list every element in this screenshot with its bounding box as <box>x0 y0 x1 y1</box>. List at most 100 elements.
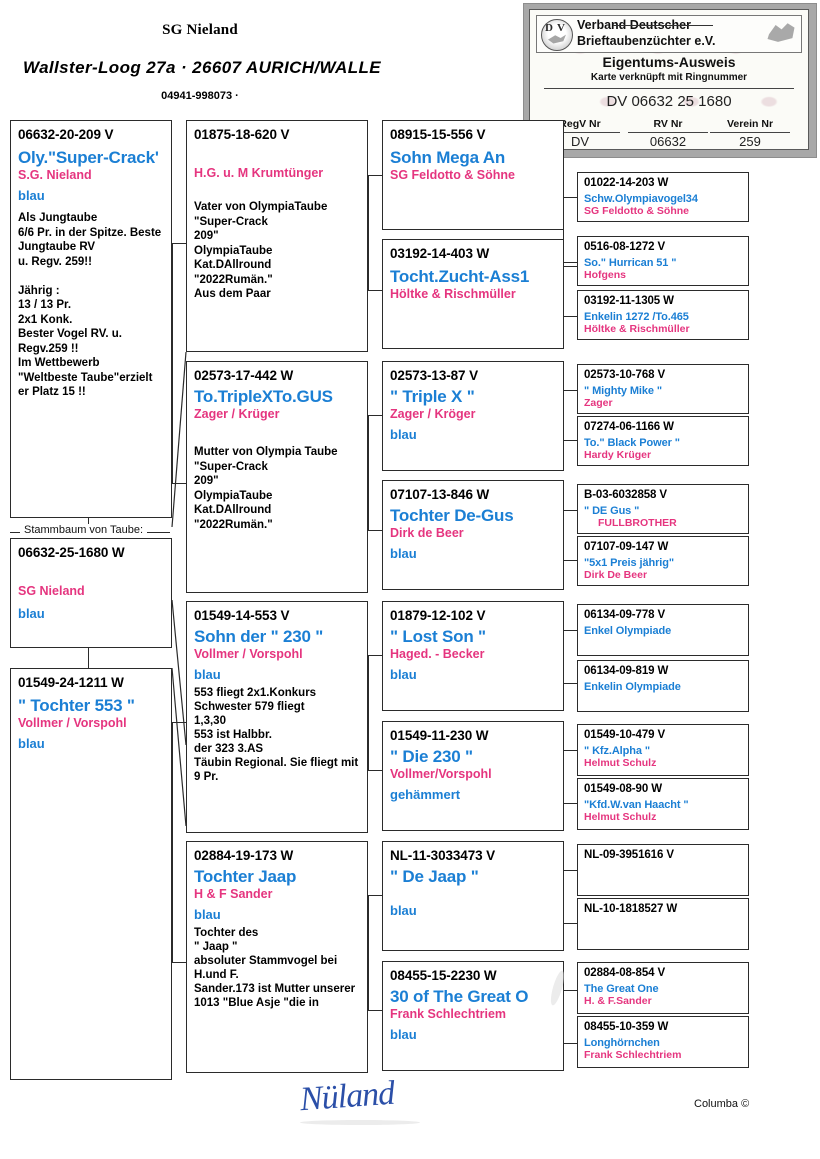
card-subtitle: Karte verknüpft mit Ringnummer <box>590 72 748 83</box>
owner-name: Haged. - Becker <box>390 647 485 661</box>
owner-name: Höltke & Rischmüller <box>390 287 516 301</box>
pigeon-box-gen3-1[interactable]: 08915-15-556 V Sohn Mega An SG Feldotto … <box>382 120 564 230</box>
owner-name: S.G. Nieland <box>18 168 92 182</box>
pigeon-box-gen3-4[interactable]: 07107-13-846 W Tochter De-Gus Dirk de Be… <box>382 480 564 590</box>
owner-name: Dirk de Beer <box>390 526 464 540</box>
pigeon-name: Tochter De-Gus <box>390 506 514 525</box>
colour-label: blau <box>390 546 417 561</box>
colour-label: blau <box>390 667 417 682</box>
pigeon-box-dam-root[interactable]: 01549-24-1211 W " Tochter 553 " Vollmer … <box>10 668 172 1080</box>
ring-number: 01549-11-230 W <box>390 728 489 743</box>
pigeon-box-gen4-3[interactable]: 0516-08-1272 V So." Hurrican 51 " Hofgen… <box>577 236 749 286</box>
owner-name: Vollmer/Vorspohl <box>390 767 492 781</box>
owner-name: Dirk De Beer <box>584 569 648 581</box>
pigeon-name: "5x1 Preis jährig" <box>584 557 674 569</box>
pigeon-notes: Mutter von Olympia Taube "Super-Crack 20… <box>194 446 338 531</box>
connector <box>563 440 577 442</box>
ring-number: 08915-15-556 V <box>390 127 486 142</box>
ring-number: 03192-11-1305 W <box>584 295 674 307</box>
connector <box>368 895 382 897</box>
ring-number: 07274-06-1166 W <box>584 421 674 433</box>
regv-value: DV <box>540 132 620 149</box>
ring-number: 02573-13-87 V <box>390 368 479 383</box>
connector <box>368 175 370 291</box>
connector <box>368 415 370 531</box>
connector <box>563 870 577 872</box>
pigeon-box-gen4-7[interactable]: B-03-6032858 V " DE Gus " FULLBROTHER <box>577 484 749 534</box>
connector <box>368 1010 382 1012</box>
connector <box>172 243 174 484</box>
connector <box>563 262 577 264</box>
pigeon-box-gen4-5[interactable]: 02573-10-768 V " Mighty Mike " Zager <box>577 364 749 414</box>
association-name: Verband Deutscher Brieftaubenzüchter e.V… <box>577 17 715 49</box>
card-column-regv: RegV Nr DV <box>540 118 620 149</box>
owner-name: Vollmer / Vorspohl <box>18 716 127 730</box>
card-ring-number: DV 06632 25 1680 <box>544 88 794 110</box>
pigeon-box-gen4-1[interactable]: 01022-14-203 W Schw.Olympiavogel34 SG Fe… <box>577 172 749 222</box>
connector <box>368 415 382 417</box>
pigeon-box-gen2-2[interactable]: 02573-17-442 W To.TripleXTo.GUS Zager / … <box>186 361 368 593</box>
pigeon-name: Tochter Jaap <box>194 867 297 886</box>
colour-label: blau <box>390 903 417 918</box>
pigeon-name: " Mighty Mike " <box>584 385 662 397</box>
ring-number: NL-11-3033473 V <box>390 848 496 863</box>
pigeon-notes: Als Jungtaube 6/6 Pr. in der Spitze. Bes… <box>18 212 162 398</box>
connector <box>563 510 577 512</box>
pigeon-name: Longhörnchen <box>584 1037 660 1049</box>
pigeon-box-gen4-14[interactable]: NL-10-1818527 W <box>577 898 749 950</box>
regv-label: RegV Nr <box>559 118 601 130</box>
pigeon-name: Tocht.Zucht-Ass1 <box>390 267 530 286</box>
owner-name: Frank Schlechtriem <box>390 1007 507 1021</box>
association-banner: DV Verband Deutscher Brieftaubenzüchter … <box>536 15 802 53</box>
pigeon-box-gen4-13[interactable]: NL-09-3951616 V <box>577 844 749 896</box>
connector <box>563 750 577 752</box>
pigeon-box-gen3-5[interactable]: 01879-12-102 V " Lost Son " Haged. - Bec… <box>382 601 564 711</box>
pigeon-name: To.TripleXTo.GUS <box>194 387 333 406</box>
colour-label: blau <box>390 427 417 442</box>
rv-value: 06632 <box>628 132 708 149</box>
ring-number: 01549-08-90 W <box>584 783 662 795</box>
page-title: SG Nieland <box>162 22 238 38</box>
pigeon-box-gen4-9[interactable]: 06134-09-778 V Enkel Olympiade <box>577 604 749 656</box>
connector <box>368 530 382 532</box>
pigeon-name: "Kfd.W.van Haacht " <box>584 799 689 811</box>
pigeon-box-gen2-3[interactable]: 01549-14-553 V Sohn der " 230 " Vollmer … <box>186 601 368 833</box>
pigeon-box-gen4-8[interactable]: 07107-09-147 W "5x1 Preis jährig" Dirk D… <box>577 536 749 586</box>
ring-number: 01549-14-553 V <box>194 608 290 623</box>
pigeon-name: The Great One <box>584 983 659 995</box>
ring-number: 02884-19-173 W <box>194 848 294 863</box>
pigeon-box-subject[interactable]: 06632-25-1680 W SG Nieland blau <box>10 538 172 648</box>
pigeon-box-gen4-15[interactable]: 02884-08-854 V The Great One H. & F.Sand… <box>577 962 749 1014</box>
pigeon-box-gen4-12[interactable]: 01549-08-90 W "Kfd.W.van Haacht " Helmut… <box>577 778 749 830</box>
pigeon-box-gen4-6[interactable]: 07274-06-1166 W To." Black Power " Hardy… <box>577 416 749 466</box>
connector <box>172 722 186 724</box>
pigeon-box-gen4-4[interactable]: 03192-11-1305 W Enkelin 1272 /To.465 Höl… <box>577 290 749 340</box>
pigeon-box-gen3-7[interactable]: NL-11-3033473 V " De Jaap " blau <box>382 841 564 951</box>
card-title: Eigentums-Ausweis <box>602 54 736 70</box>
pigeon-name: Enkelin 1272 /To.465 <box>584 311 689 323</box>
pigeon-box-gen4-10[interactable]: 06134-09-819 W Enkelin Olympiade <box>577 660 749 712</box>
connector <box>88 513 90 532</box>
pigeon-box-gen3-8[interactable]: 08455-15-2230 W 30 of The Great O Frank … <box>382 961 564 1071</box>
connector <box>172 243 186 245</box>
pigeon-box-gen2-1[interactable]: 01875-18-620 V H.G. u. M Krumtünger Vate… <box>186 120 368 352</box>
pigeon-box-gen3-2[interactable]: 03192-14-403 W Tocht.Zucht-Ass1 Höltke &… <box>382 239 564 349</box>
pigeon-box-gen4-11[interactable]: 01549-10-479 V " Kfz.Alpha " Helmut Schu… <box>577 724 749 776</box>
owner-name: Zager / Krüger <box>194 407 280 421</box>
connector <box>368 770 382 772</box>
connector <box>368 895 370 1011</box>
ring-number: 07107-09-147 W <box>584 541 669 553</box>
pigeon-box-gen2-4[interactable]: 02884-19-173 W Tochter Jaap H & F Sander… <box>186 841 368 1073</box>
pigeon-box-sire-root[interactable]: 06632-20-209 V Oly."Super-Crack' S.G. Ni… <box>10 120 172 518</box>
breeder-phone: 04941-998073 · <box>161 90 239 102</box>
pigeon-box-gen3-3[interactable]: 02573-13-87 V " Triple X " Zager / Kröge… <box>382 361 564 471</box>
pigeon-box-gen4-16[interactable]: 08455-10-359 W Longhörnchen Frank Schlec… <box>577 1016 749 1068</box>
ring-number: 02573-10-768 V <box>584 369 666 381</box>
card-registration-columns: RegV Nr DV RV Nr 06632 Verein Nr 259 <box>540 118 798 152</box>
pigeon-box-gen3-6[interactable]: 01549-11-230 W " Die 230 " Vollmer/Vorsp… <box>382 721 564 831</box>
ring-number: 06632-25-1680 W <box>18 545 125 560</box>
ring-number: 08455-15-2230 W <box>390 968 497 983</box>
association-line-2: Brieftaubenzüchter e.V. <box>577 34 716 48</box>
connector <box>563 803 577 805</box>
